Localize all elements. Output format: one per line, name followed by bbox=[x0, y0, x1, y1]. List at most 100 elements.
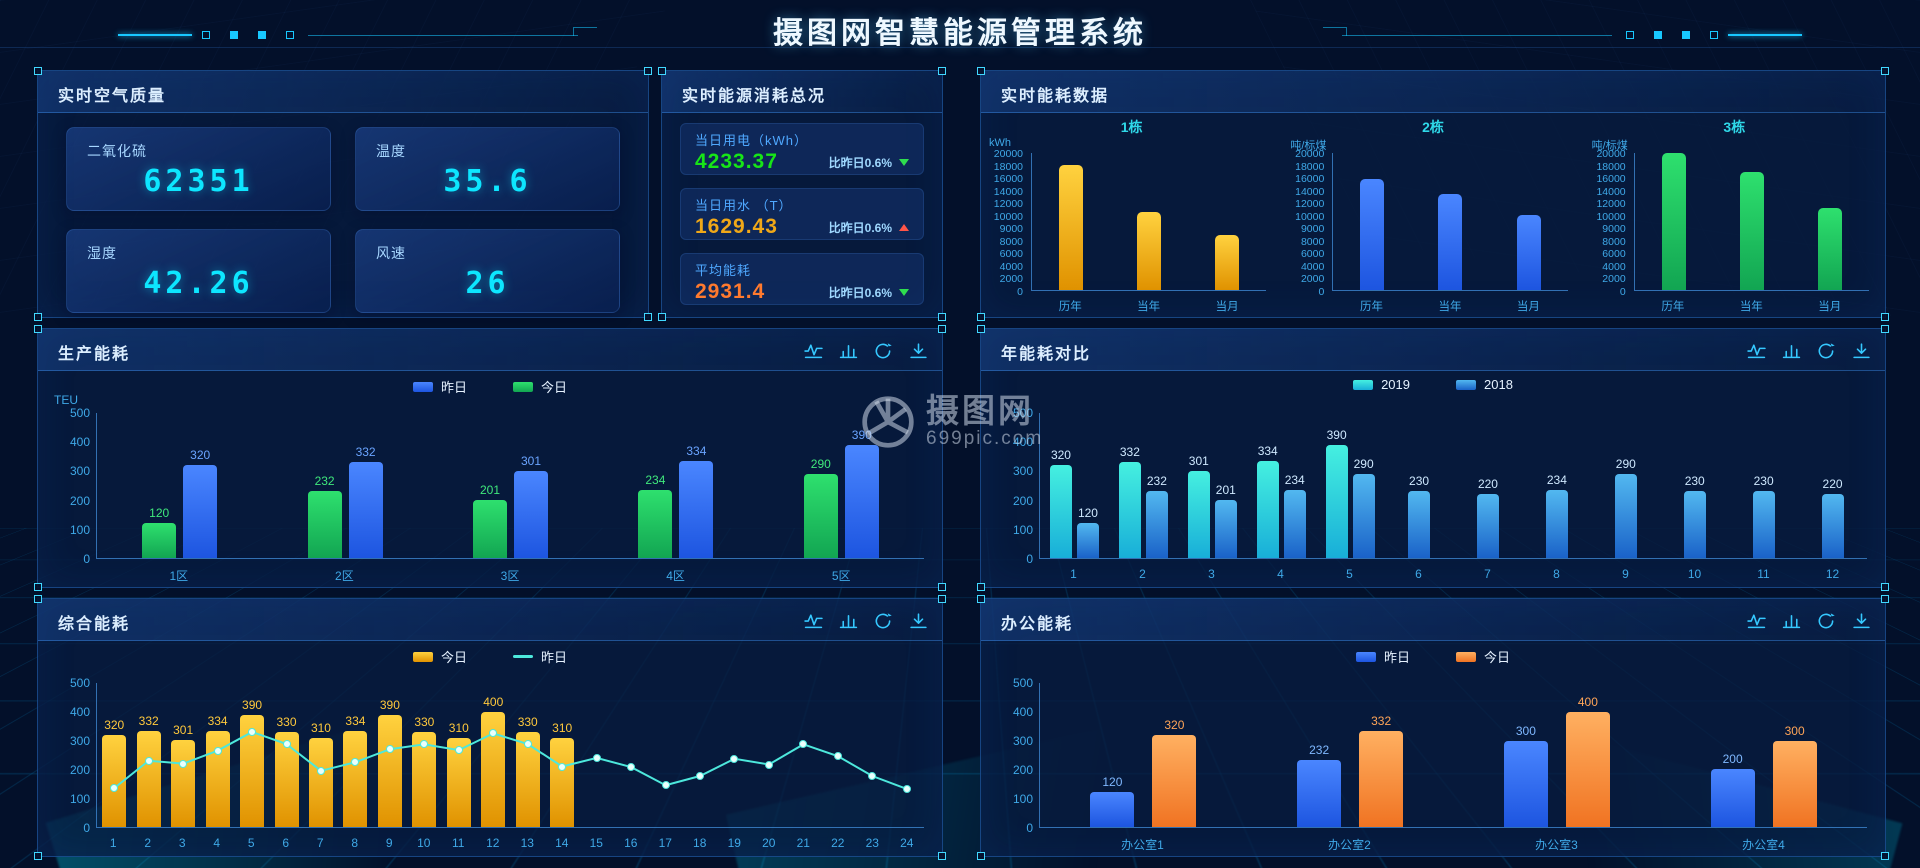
legend-item-今日[interactable]: 今日 bbox=[412, 647, 467, 666]
bar-value-label: 332 bbox=[1371, 714, 1392, 729]
pulse-icon[interactable] bbox=[804, 612, 823, 629]
bar-value-label: 234 bbox=[1546, 473, 1567, 488]
legend-item-2018[interactable]: 2018 bbox=[1456, 377, 1513, 392]
trend-arrow-icon bbox=[899, 223, 909, 231]
bar bbox=[1710, 769, 1755, 827]
line-point bbox=[316, 766, 325, 775]
bar bbox=[1821, 494, 1844, 558]
stat-value: 62351 bbox=[143, 164, 254, 199]
panel-corner-marker bbox=[34, 313, 42, 321]
mini-chart-title: 1栋 bbox=[1120, 119, 1143, 135]
x-tick-label: 5 bbox=[247, 836, 255, 850]
header-circuit-decoration-right bbox=[1322, 24, 1802, 46]
pulse-icon[interactable] bbox=[804, 342, 823, 359]
page-title: 摄图网智慧能源管理系统 bbox=[773, 17, 1147, 50]
x-tick-label: 历年 bbox=[1058, 301, 1082, 313]
building-1-chart: 1栋 kWh 0 2000 4000 6000 8000 9000 10000 12000 1400… bbox=[981, 113, 1282, 317]
stat-label: 二氧化硫 bbox=[87, 143, 147, 159]
air-quality-panel: 实时空气质量 二氧化硫 62351 温度 35.6 湿度 42.26 风速 26 bbox=[34, 67, 652, 321]
y-tick-label: 2000 bbox=[1602, 273, 1626, 286]
x-tick-label: 当年 bbox=[1438, 301, 1462, 313]
y-axis-unit: TEU bbox=[54, 393, 78, 407]
bar-value-label: 301 bbox=[520, 453, 542, 468]
bar-value-label: 334 bbox=[1257, 444, 1278, 459]
bar bbox=[1817, 207, 1842, 290]
bar-value-label: 230 bbox=[1684, 474, 1705, 489]
download-icon[interactable] bbox=[909, 612, 928, 629]
bar-value-label: 332 bbox=[138, 714, 159, 729]
download-icon[interactable] bbox=[1852, 612, 1871, 629]
y-tick-label: 0 bbox=[1318, 286, 1325, 298]
chart-legend: 今日 昨日 bbox=[38, 647, 942, 666]
panel-header: 综合能耗 bbox=[38, 599, 942, 641]
panel-title: 综合能耗 bbox=[58, 616, 131, 633]
plot-area bbox=[1031, 153, 1267, 291]
y-tick-label: 18000 bbox=[1596, 160, 1626, 173]
legend-item-今日[interactable]: 今日 bbox=[1456, 647, 1510, 666]
panel-corner-marker bbox=[938, 67, 946, 75]
x-tick-label: 1区 bbox=[169, 569, 189, 583]
x-tick-label: 办公室3 bbox=[1535, 838, 1578, 852]
y-tick-label: 100 bbox=[69, 792, 90, 806]
bar bbox=[1090, 792, 1135, 827]
bar-chart-icon[interactable] bbox=[839, 342, 858, 359]
bar-value-label: 301 bbox=[173, 723, 194, 738]
legend-item-昨日[interactable]: 昨日 bbox=[1355, 647, 1410, 666]
panel-corner-marker bbox=[938, 325, 946, 333]
y-tick-label: 14000 bbox=[1596, 185, 1626, 198]
comprehensive-energy-chart: 今日 昨日 0 100 200 300 400 500 320 332 301 334 390 330 31… bbox=[38, 641, 942, 856]
x-tick-label: 3区 bbox=[500, 569, 520, 583]
trend-arrow-icon bbox=[899, 288, 909, 296]
bar bbox=[307, 490, 342, 558]
y-tick-label: 10000 bbox=[1295, 210, 1325, 223]
plot-area bbox=[1332, 153, 1568, 291]
panel-corner-marker bbox=[1881, 852, 1889, 860]
production-energy-panel: 生产能耗 昨日 今日 TEU 0 100 200 300 400 500 120 320 232 332… bbox=[34, 325, 946, 591]
x-axis-labels: 历年 当年 当月 bbox=[1634, 295, 1869, 313]
bar-chart-icon[interactable] bbox=[839, 612, 858, 629]
x-tick-label: 21 bbox=[796, 836, 810, 850]
legend-item-2019[interactable]: 2019 bbox=[1353, 377, 1410, 392]
bar bbox=[514, 470, 548, 558]
legend-swatch bbox=[513, 655, 533, 658]
line-point bbox=[110, 784, 119, 793]
refresh-icon[interactable] bbox=[1817, 612, 1836, 629]
legend-label: 今日 bbox=[1484, 650, 1511, 665]
x-tick-label: 历年 bbox=[1661, 301, 1685, 313]
panel-corner-marker bbox=[977, 325, 985, 333]
bar-chart-icon[interactable] bbox=[1782, 612, 1801, 629]
consumption-label: 当日用水 （T） bbox=[695, 198, 793, 213]
x-axis-labels: 1 2 3 4 5 6 7 8 9 10 11 12 bbox=[1039, 564, 1867, 582]
bar bbox=[1145, 490, 1168, 558]
pulse-icon[interactable] bbox=[1747, 612, 1766, 629]
download-icon[interactable] bbox=[909, 342, 928, 359]
stat-box-wind-speed: 风速 26 bbox=[355, 229, 620, 313]
line-point bbox=[627, 763, 636, 772]
refresh-icon[interactable] bbox=[1817, 342, 1836, 359]
refresh-icon[interactable] bbox=[874, 342, 893, 359]
y-tick-label: 400 bbox=[1012, 435, 1033, 450]
bar bbox=[550, 737, 575, 827]
office-energy-panel: 办公能耗 昨日 今日 0 100 200 300 400 500 120 320 232 332 300… bbox=[977, 595, 1889, 860]
bar bbox=[473, 499, 507, 558]
legend-item-昨日[interactable]: 昨日 bbox=[513, 647, 567, 666]
bar-chart-icon[interactable] bbox=[1782, 342, 1801, 359]
stat-box-temperature: 温度 35.6 bbox=[355, 127, 620, 211]
x-tick-label: 24 bbox=[900, 836, 914, 850]
bar-value-label: 120 bbox=[1102, 775, 1123, 790]
y-tick-label: 200 bbox=[1012, 493, 1033, 508]
y-tick-label: 500 bbox=[69, 406, 90, 420]
consumption-list: 当日用电（kWh） 4233.37 比昨日0.6% 当日用水 （T） 1629.… bbox=[662, 113, 942, 317]
legend-item-今日[interactable]: 今日 bbox=[513, 377, 567, 396]
legend-item-昨日[interactable]: 昨日 bbox=[412, 377, 467, 396]
y-tick-label: 14000 bbox=[1295, 185, 1325, 198]
line-point bbox=[179, 759, 188, 768]
download-icon[interactable] bbox=[1852, 342, 1871, 359]
y-tick-label: 9000 bbox=[1602, 223, 1626, 236]
refresh-icon[interactable] bbox=[874, 612, 893, 629]
x-tick-label: 3 bbox=[178, 836, 186, 850]
y-tick-label: 300 bbox=[69, 464, 90, 479]
pulse-icon[interactable] bbox=[1747, 342, 1766, 359]
x-tick-label: 10 bbox=[417, 836, 431, 850]
